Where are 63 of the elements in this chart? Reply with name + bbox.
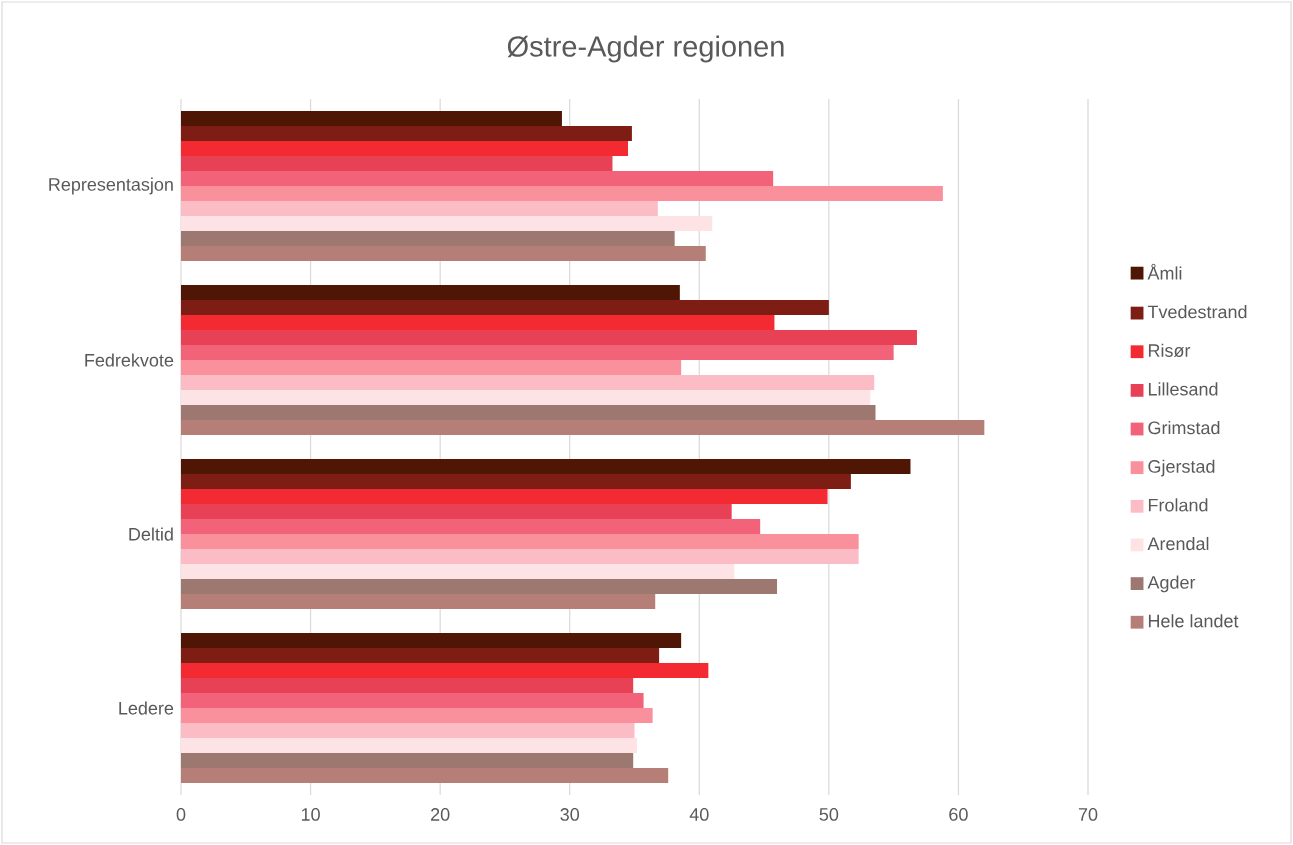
legend-label: Åmli xyxy=(1147,263,1182,280)
legend-label: Arendal xyxy=(1147,536,1209,551)
bar xyxy=(181,519,761,534)
bar xyxy=(181,285,680,300)
bar xyxy=(181,663,709,679)
x-tick-label: 40 xyxy=(689,808,709,821)
bar xyxy=(181,633,682,649)
bar xyxy=(181,246,706,261)
bar xyxy=(181,216,713,231)
y-tick-label: Fedrekvote xyxy=(85,353,174,367)
bar xyxy=(181,459,911,475)
bar xyxy=(181,549,859,564)
bar xyxy=(181,201,658,216)
bar xyxy=(181,315,775,331)
legend-label: Hele landet xyxy=(1148,614,1239,628)
legend-label: Tvedestrand xyxy=(1147,305,1247,319)
bar xyxy=(181,141,629,157)
x-tick-label: 60 xyxy=(949,808,968,821)
bar xyxy=(181,405,876,420)
y-tick-label: Representasjon xyxy=(49,177,173,195)
bar xyxy=(181,534,859,550)
bar xyxy=(181,648,660,664)
legend-label: Gjerstad xyxy=(1148,459,1215,477)
x-tick-label: 70 xyxy=(1078,808,1098,821)
x-tick-label: 50 xyxy=(819,808,839,821)
x-tick-label: 30 xyxy=(560,808,580,821)
chart-title: Østre-Agder regionen xyxy=(507,35,784,63)
bar xyxy=(181,753,634,768)
legend-label: Froland xyxy=(1148,498,1208,512)
y-tick-label: Deltid xyxy=(129,527,173,541)
y-tick-label: Ledere xyxy=(119,701,174,715)
legend-label: Risør xyxy=(1148,343,1191,358)
bar xyxy=(181,504,732,519)
bar xyxy=(181,375,875,390)
bar xyxy=(181,594,656,609)
bar xyxy=(181,723,635,738)
bar xyxy=(181,738,638,753)
legend-label: Lillesand xyxy=(1148,382,1218,396)
bar xyxy=(181,678,634,694)
bar xyxy=(181,330,917,345)
bar xyxy=(181,126,632,141)
bar xyxy=(181,231,675,246)
bar xyxy=(181,708,653,724)
bar xyxy=(181,111,562,126)
bar xyxy=(181,156,613,171)
bar xyxy=(181,489,828,505)
bar xyxy=(181,768,669,783)
bar xyxy=(181,186,943,201)
legend-label: Agder xyxy=(1147,575,1196,593)
bar xyxy=(181,171,774,186)
bar xyxy=(181,300,829,316)
x-tick-label: 10 xyxy=(301,808,320,821)
legend-label: Grimstad xyxy=(1148,420,1220,435)
bar xyxy=(181,360,682,375)
x-tick-label: 0 xyxy=(176,808,186,821)
bar xyxy=(181,390,871,405)
bar xyxy=(181,345,894,360)
bar xyxy=(181,693,644,709)
x-tick-label: 20 xyxy=(431,808,450,821)
bar xyxy=(181,420,985,435)
bar xyxy=(181,474,851,490)
bar xyxy=(181,564,735,579)
bar xyxy=(181,579,778,594)
